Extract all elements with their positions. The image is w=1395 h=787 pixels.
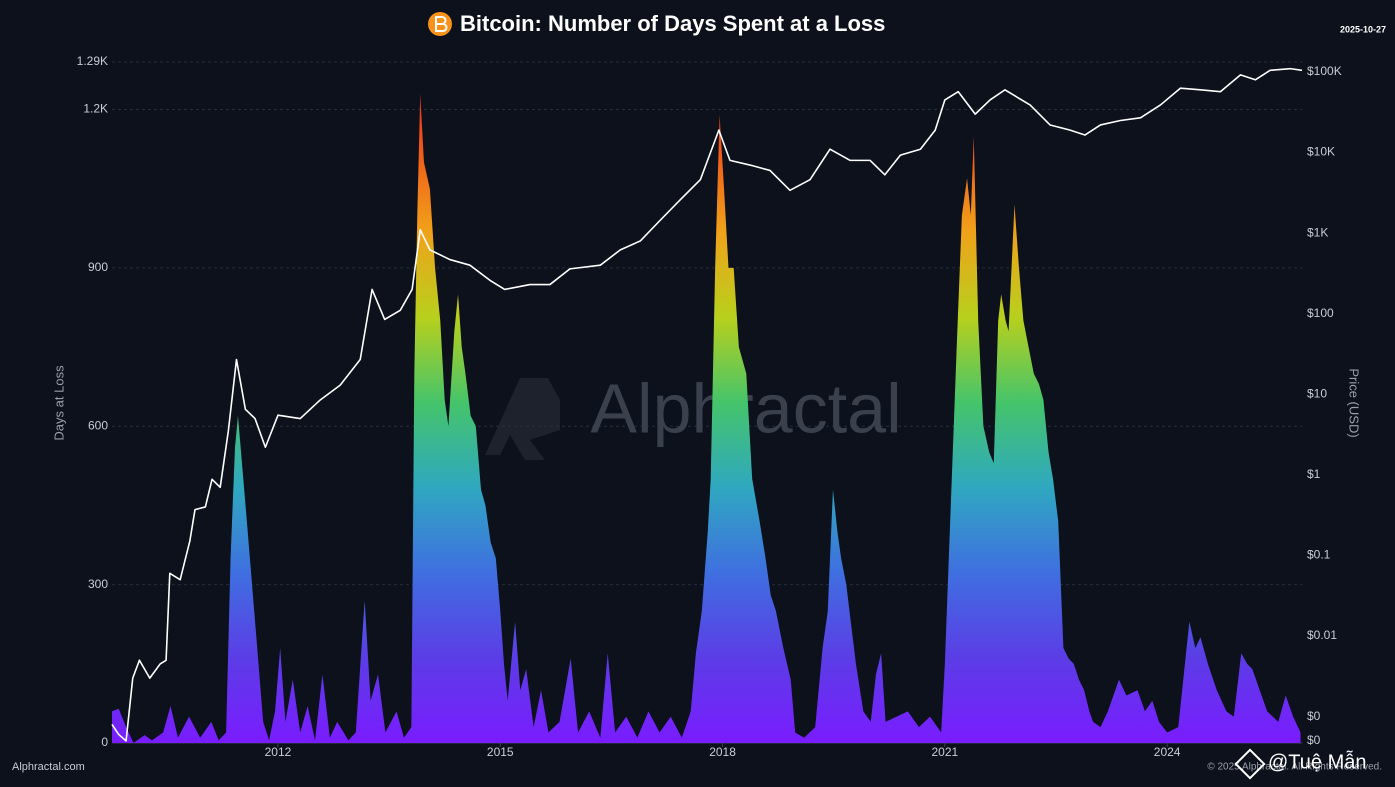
y-tick-label: 1.29K: [77, 54, 108, 68]
credit: @Tuệ Mẫn: [1268, 750, 1367, 773]
price-line: [111, 67, 1303, 742]
y2-tick-label: $100K: [1307, 64, 1342, 78]
y-tick-label: 900: [88, 260, 108, 274]
footer-left: Alphractal.com: [12, 761, 85, 773]
date-label: 2025-10-27: [1340, 24, 1386, 34]
y-tick-label: 600: [88, 418, 108, 432]
y2-tick-label: $100: [1307, 306, 1334, 320]
logo-mark: [485, 378, 560, 460]
y-tick-label: 1.2K: [83, 102, 108, 116]
x-tick-label: 2024: [1154, 745, 1181, 759]
y2-tick-label: $0.1: [1307, 548, 1331, 562]
x-tick-label: 2018: [709, 745, 736, 759]
watermark-logo: [485, 378, 560, 460]
footer-right: © 2025 Alphractal. All Rights Reserved.: [1207, 762, 1382, 773]
credit-icon: [1234, 748, 1266, 780]
x-tick-label: 2021: [932, 745, 959, 759]
y2-tick-label: $1: [1307, 467, 1321, 481]
y-axis-title: Days at Loss: [51, 365, 66, 441]
y2-tick-label: $0: [1307, 709, 1321, 723]
plot: [111, 67, 1303, 743]
y2-tick-label: $1K: [1307, 225, 1328, 239]
y-tick-label: 0: [101, 735, 108, 749]
x-tick-label: 2012: [265, 745, 292, 759]
x-tick-label: 2015: [487, 745, 514, 759]
bitcoin-icon-glyph: [435, 16, 448, 32]
y2-tick-label: $10: [1307, 386, 1327, 400]
y2-tick-label: $0.01: [1307, 628, 1337, 642]
y-tick-label: 300: [88, 577, 108, 591]
chart-title: Bitcoin: Number of Days Spent at a Loss: [460, 11, 885, 36]
days-at-loss-area: [112, 93, 1301, 743]
y2-tick-label: $10K: [1307, 145, 1335, 159]
y2-axis-title: Price (USD): [1347, 368, 1362, 437]
y2-tick-label: $0: [1307, 733, 1321, 747]
